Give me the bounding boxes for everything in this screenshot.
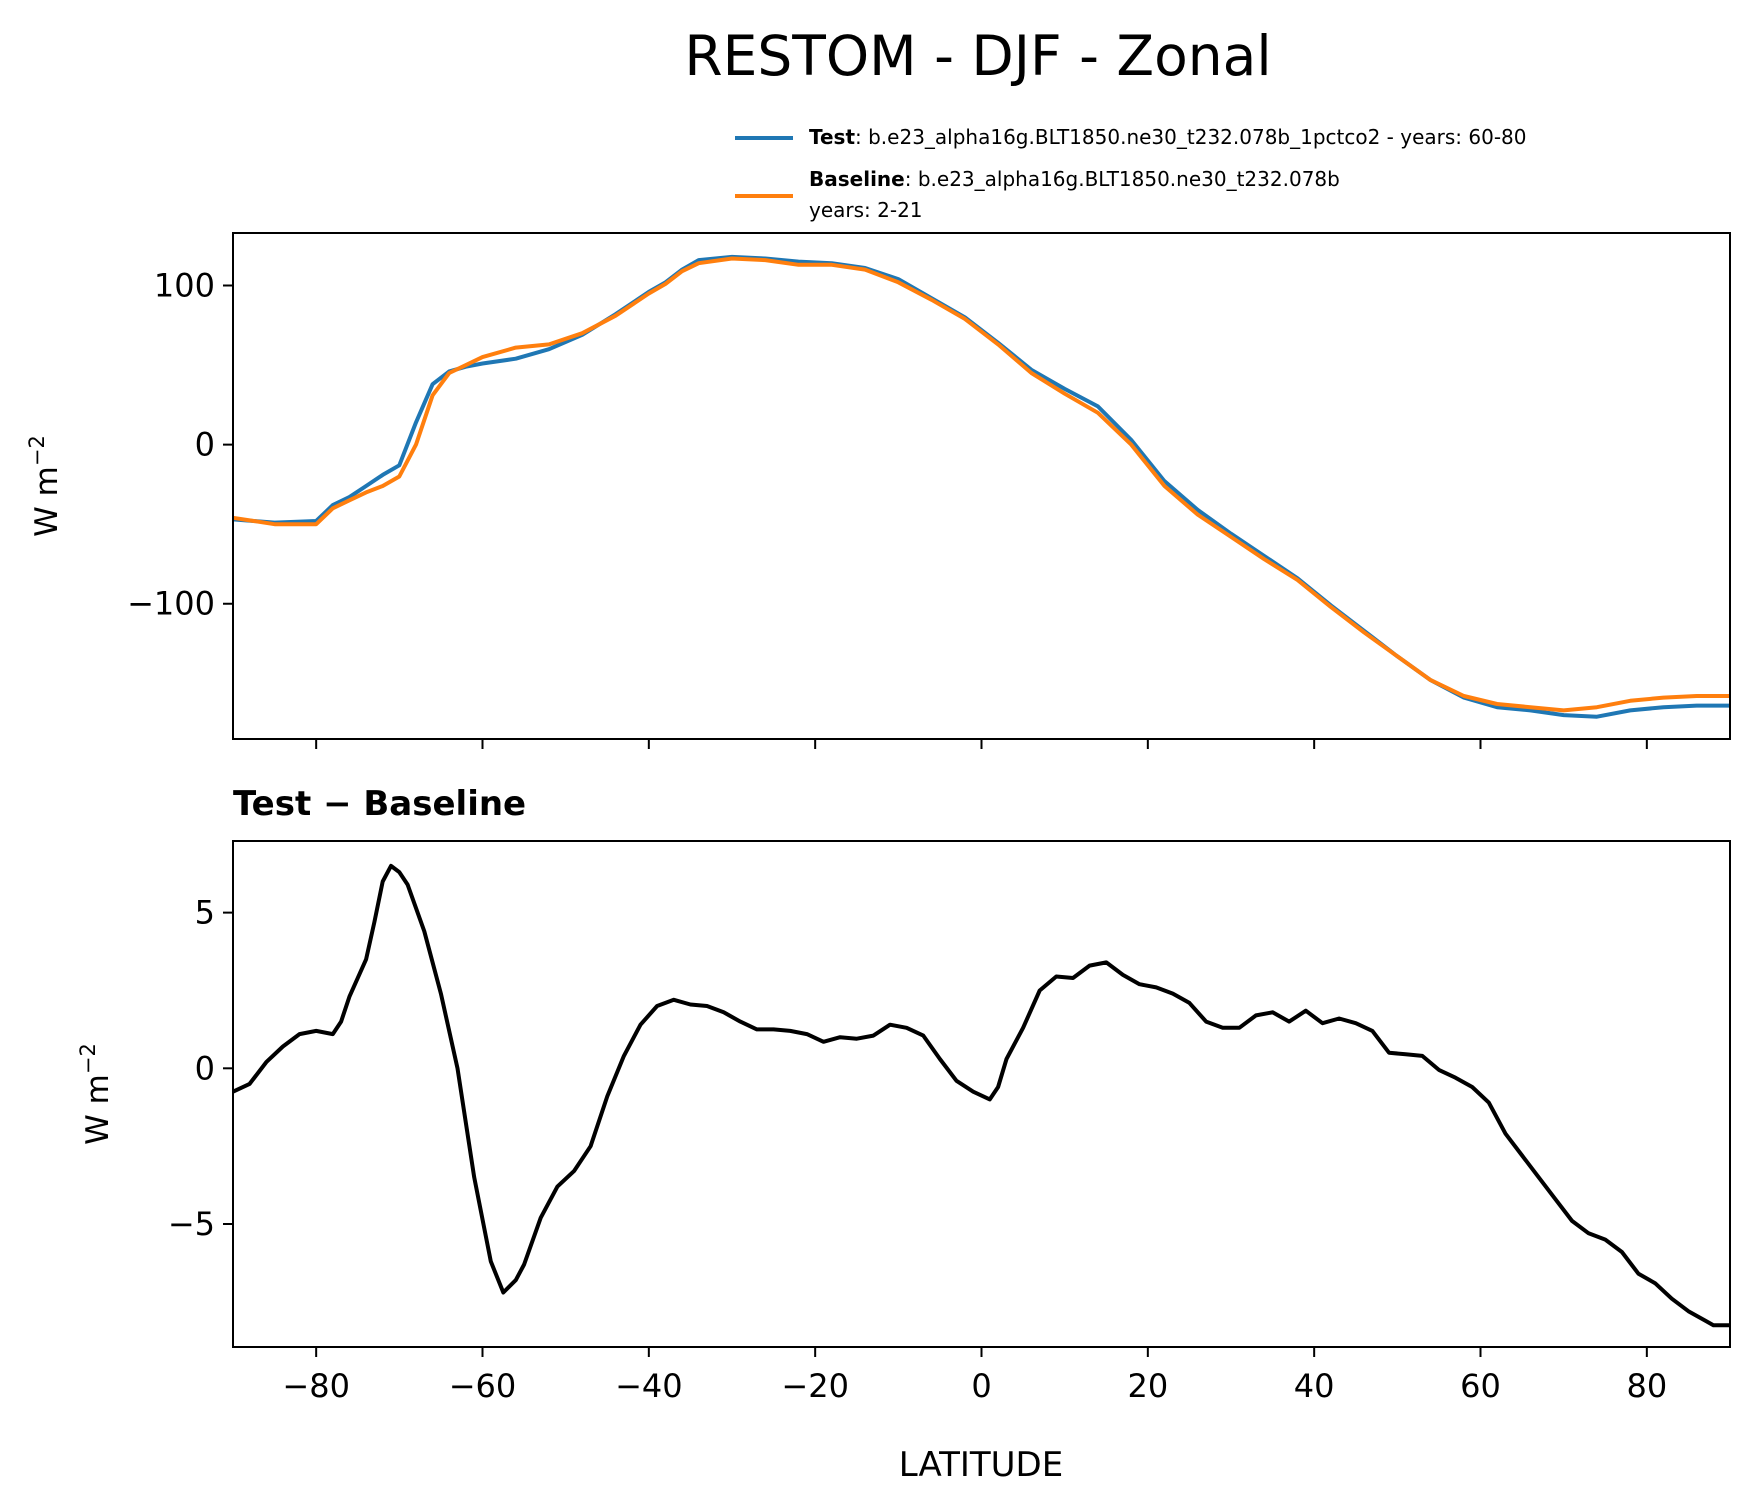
bottom-y-tick-label: 0 bbox=[195, 1049, 215, 1087]
bottom-y-ticks: 5 0 −5 bbox=[168, 894, 233, 1243]
baseline-line bbox=[232, 256, 1730, 713]
bottom-y-axis-label: W m−2 bbox=[76, 1043, 116, 1145]
x-tick-label: 60 bbox=[1460, 1367, 1501, 1405]
bottom-panel-title: Test − Baseline bbox=[233, 784, 526, 824]
x-tick-label: −40 bbox=[615, 1367, 683, 1405]
top-y-axis-label-exponent: −2 bbox=[25, 435, 49, 466]
legend-baseline-text: : b.e23_alpha16g.BLT1850.ne30_t232.078b bbox=[905, 167, 1340, 191]
legend-baseline-entry: Baseline: b.e23_alpha16g.BLT1850.ne30_t2… bbox=[809, 167, 1340, 191]
x-tick-label: −20 bbox=[781, 1367, 849, 1405]
top-y-axis-label: W m−2 bbox=[25, 435, 65, 537]
legend-test-entry: Test: b.e23_alpha16g.BLT1850.ne30_t232.0… bbox=[809, 125, 1527, 149]
bottom-y-tick-label: −5 bbox=[168, 1205, 215, 1243]
figure-title: RESTOM - DJF - Zonal bbox=[684, 24, 1271, 88]
bottom-y-axis-label-unit: W m bbox=[80, 1074, 116, 1145]
legend: Test: b.e23_alpha16g.BLT1850.ne30_t232.0… bbox=[735, 125, 1527, 222]
top-plot-frame bbox=[232, 232, 1731, 740]
x-tick-label: −80 bbox=[282, 1367, 350, 1405]
x-tick-label: 20 bbox=[1127, 1367, 1168, 1405]
top-panel: 100 0 −100 W m−2 bbox=[25, 232, 1731, 749]
bottom-panel: Test − Baseline 5 0 −5 −80 −60 −40 −20 0 20 40 60… bbox=[76, 784, 1731, 1485]
top-y-tick-label: 100 bbox=[154, 267, 215, 305]
legend-test-text: : b.e23_alpha16g.BLT1850.ne30_t232.078b_… bbox=[855, 125, 1527, 149]
x-tick-label: 40 bbox=[1294, 1367, 1335, 1405]
top-y-axis-label-unit: W m bbox=[29, 466, 65, 537]
difference-line bbox=[232, 863, 1730, 1328]
bottom-series-lines bbox=[232, 863, 1730, 1328]
top-series-lines bbox=[232, 254, 1730, 719]
x-axis-label: LATITUDE bbox=[899, 1445, 1063, 1485]
legend-baseline-label: Baseline bbox=[809, 167, 905, 191]
bottom-x-ticks: −80 −60 −40 −20 0 20 40 60 80 bbox=[282, 1347, 1667, 1405]
top-x-ticks bbox=[315, 739, 1648, 749]
x-tick-label: 80 bbox=[1626, 1367, 1667, 1405]
bottom-y-axis-label-exponent: −2 bbox=[76, 1043, 100, 1074]
test-line bbox=[232, 254, 1730, 719]
top-y-tick-label: 0 bbox=[195, 426, 215, 464]
top-y-tick-label: −100 bbox=[127, 585, 215, 623]
top-y-ticks: 100 0 −100 bbox=[127, 267, 233, 623]
bottom-y-tick-label: 5 bbox=[195, 894, 215, 932]
legend-test-label: Test bbox=[809, 125, 855, 149]
legend-baseline-years: years: 2-21 bbox=[809, 198, 923, 222]
x-tick-label: −60 bbox=[449, 1367, 517, 1405]
x-tick-label: 0 bbox=[971, 1367, 991, 1405]
